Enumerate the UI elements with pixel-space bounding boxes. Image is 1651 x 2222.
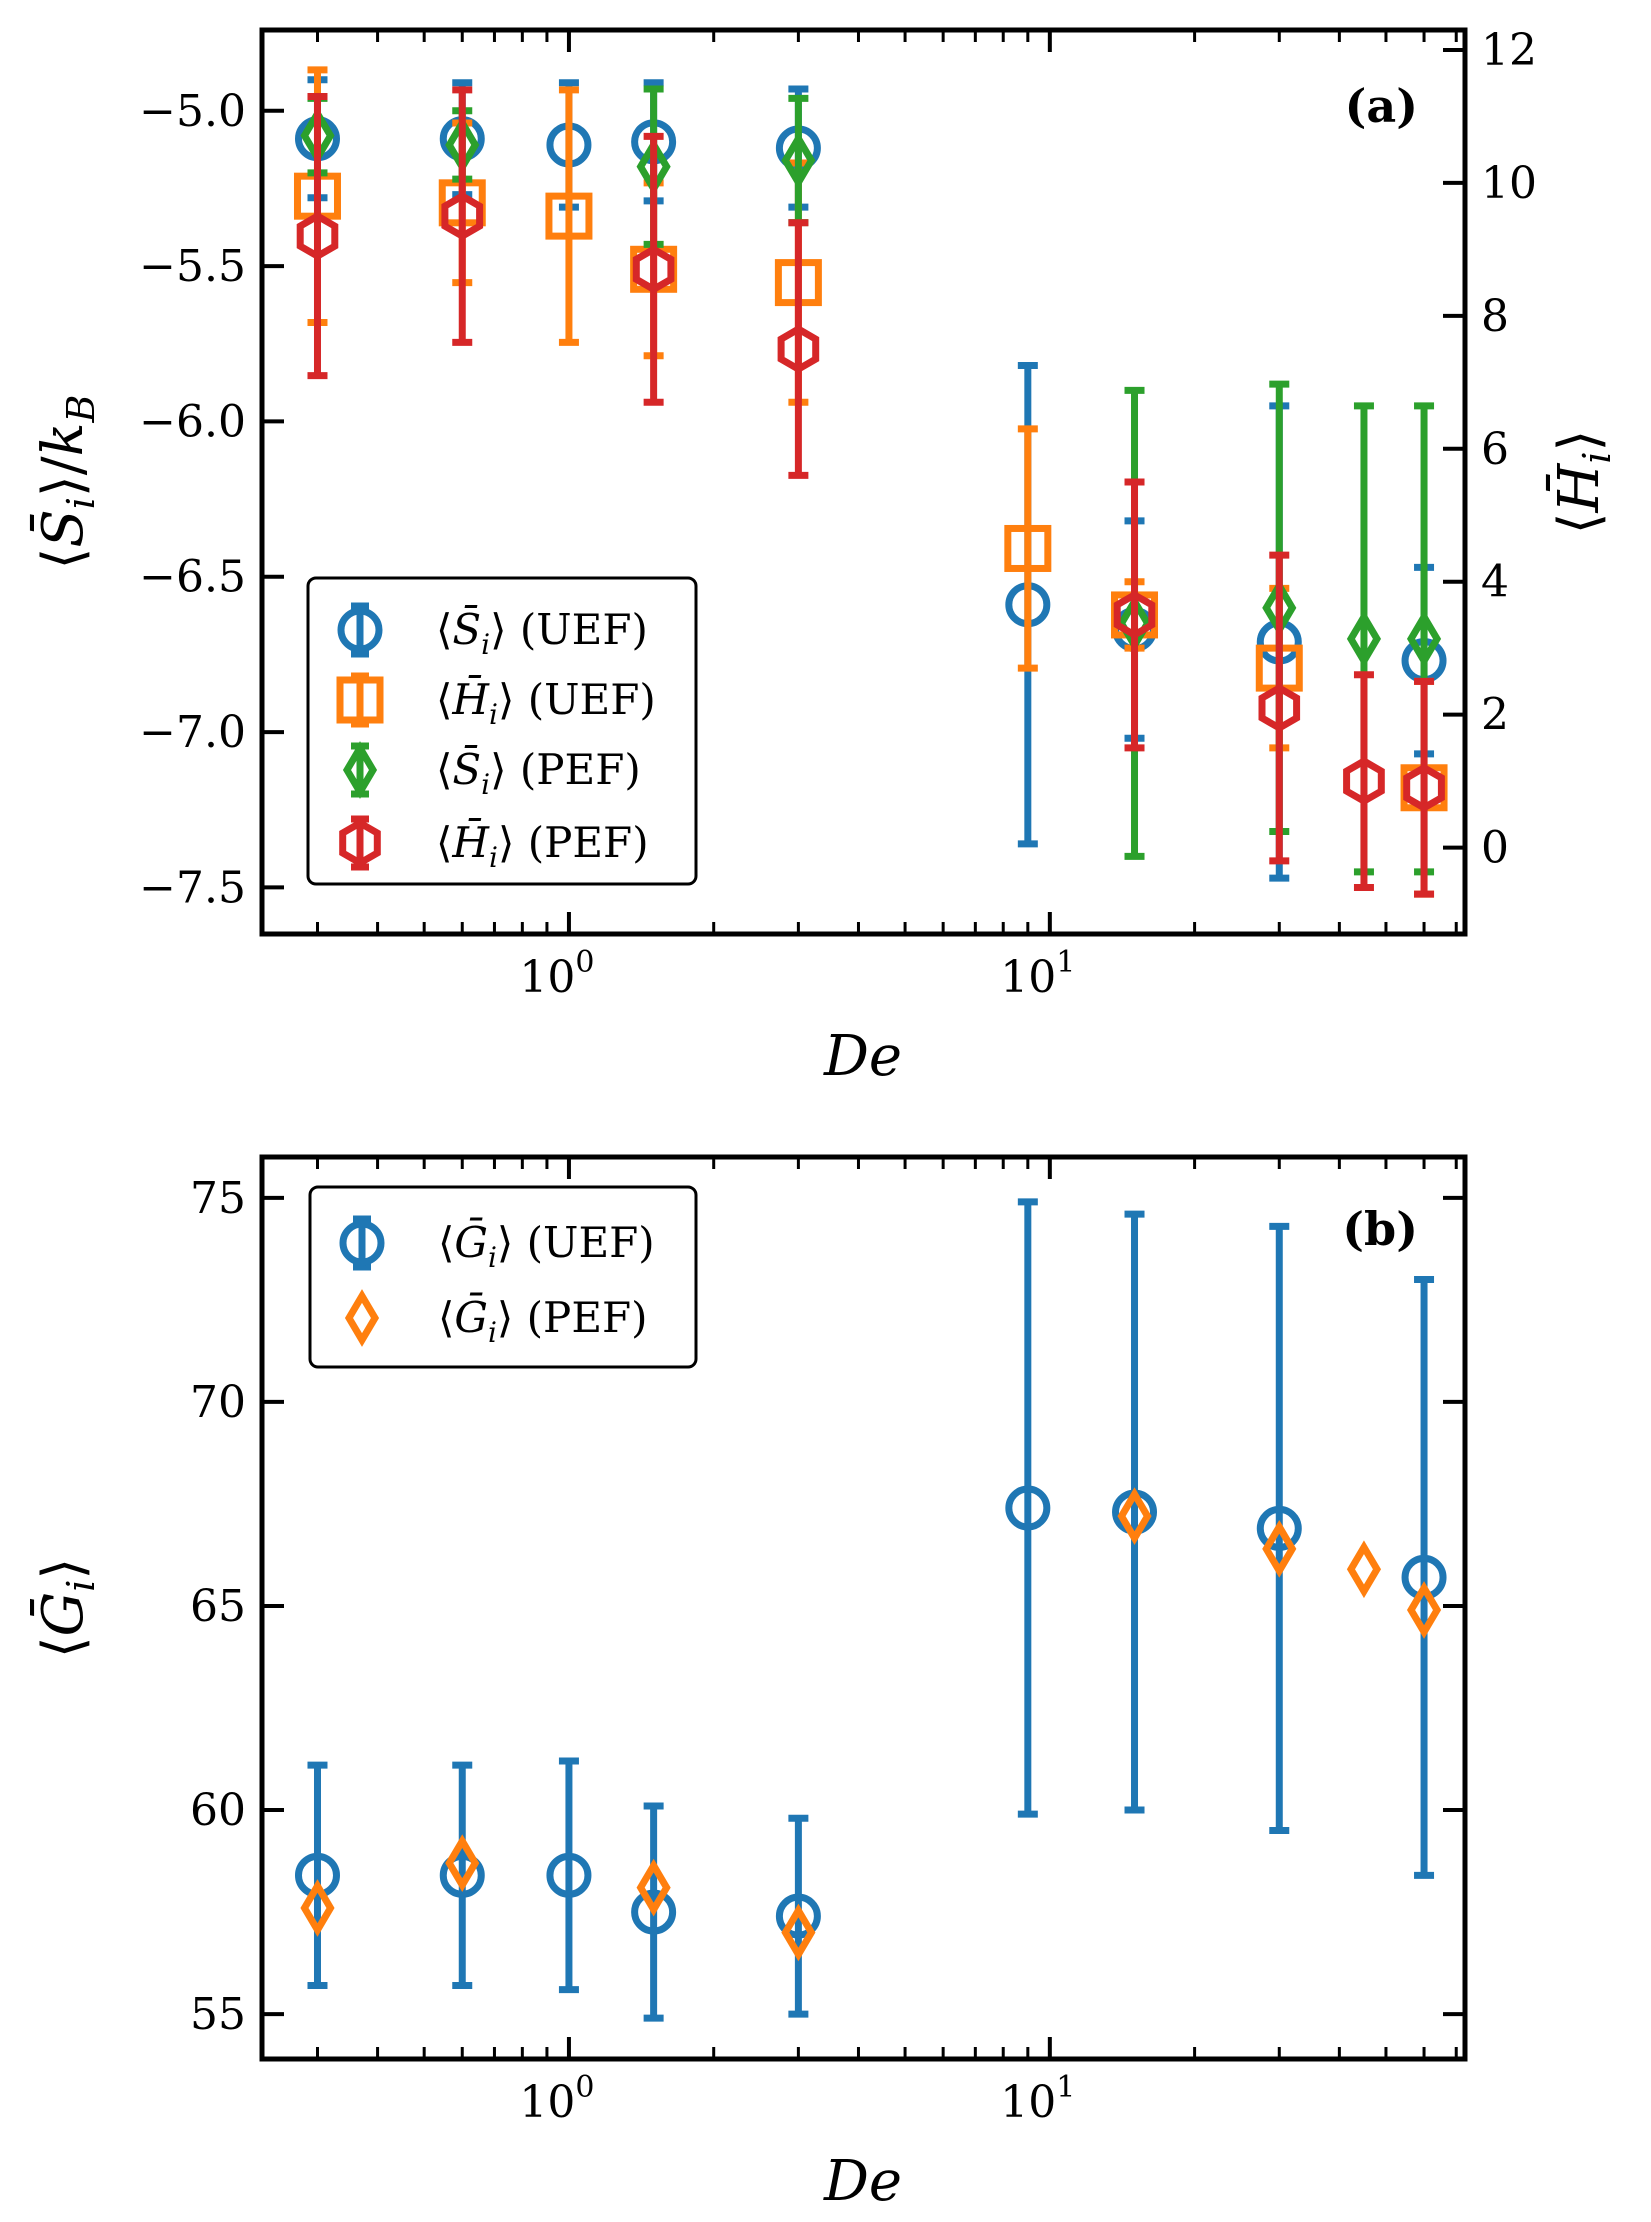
panel-b-ylabel-left: ⟨Ḡi⟩ (30, 1558, 103, 1659)
panel-a-xlabel: De (823, 1024, 902, 1089)
legend-frame (308, 1185, 698, 1369)
legend-entry-4: ⟨H̄i⟩ (PEF) (436, 816, 649, 874)
legend-entry-2: ⟨Ḡi⟩ (PEF) (438, 1291, 648, 1349)
y-left-tick-label: −5.5 (139, 241, 246, 292)
y-left-tick-label: 55 (190, 1989, 246, 2040)
panel-b-marks (294, 1198, 1447, 2022)
legend-marker (336, 676, 384, 724)
panel-b-ticks: 55 60 65 70 75 100 101 (190, 1157, 1465, 2128)
legend-marker (339, 1220, 385, 1266)
data-point (546, 1852, 592, 1898)
y-left-tick-label: −7.5 (139, 862, 246, 913)
legend-marker (337, 607, 383, 653)
panel-a-ylabel-right: ⟨H̄i⟩ (1545, 430, 1619, 535)
data-point (1262, 1519, 1297, 1578)
y-left-tick-label: 65 (190, 1581, 246, 1632)
data-point (296, 212, 339, 261)
data-point (1004, 524, 1052, 572)
legend-entry-1: ⟨S̄i⟩ (UEF) (436, 603, 648, 661)
legend-a: ⟨S̄i⟩ (UEF) ⟨H̄i⟩ (UEF) ⟨S̄i⟩ (PEF) ⟨H̄i⟩ (… (306, 576, 698, 886)
y-left-tick-label: −5.0 (139, 86, 246, 137)
legend-frame (306, 576, 698, 886)
data-point (1401, 1554, 1447, 1600)
data-point (441, 192, 484, 241)
panel-b: 55 60 65 70 75 100 101 (b) ⟨Ḡi⟩ De ⟨Ḡi⟩ (UEF)… (30, 1154, 1468, 2214)
data-point (1406, 1581, 1442, 1639)
series-4 (296, 86, 1445, 898)
panel-b-label: (b) (1342, 1202, 1418, 1256)
legend-entry-3: ⟨S̄i⟩ (PEF) (436, 743, 641, 801)
y-left-tick-label: −7.0 (139, 707, 246, 758)
y-left-tick-label: −6.5 (139, 552, 246, 603)
data-point (636, 1858, 671, 1917)
legend-marker (342, 741, 378, 799)
panel-a-frame (259, 27, 1468, 937)
data-point (545, 192, 593, 240)
data-point (439, 1852, 485, 1898)
panel-a-ylabel-left: ⟨S̄i⟩/kB (29, 395, 103, 570)
series-2 (300, 1487, 1442, 1962)
x-tick-label: 100 (519, 945, 594, 1003)
data-point (1406, 609, 1442, 668)
panel-b-xlabel: De (823, 2149, 902, 2214)
data-point (1005, 1485, 1051, 1531)
y-right-tick-label: 4 (1481, 557, 1509, 608)
data-point (300, 1879, 335, 1937)
data-point (775, 1893, 821, 1939)
data-point (1403, 763, 1445, 812)
series-1 (294, 1198, 1447, 2022)
y-left-tick-label: 60 (190, 1785, 246, 1836)
data-point (1343, 757, 1385, 806)
x-tick-label: 101 (1000, 945, 1075, 1003)
data-point (631, 1889, 677, 1935)
legend-entry-1: ⟨Ḡi⟩ (UEF) (438, 1216, 655, 1274)
data-point (1346, 1540, 1382, 1599)
data-point (781, 131, 816, 190)
data-point (445, 1834, 480, 1892)
y-right-tick-label: 6 (1481, 424, 1509, 475)
y-left-tick-label: −6.0 (139, 396, 246, 447)
y-left-tick-label: 75 (190, 1173, 246, 1224)
x-tick-label: 101 (1000, 2070, 1075, 2128)
data-point (1117, 1487, 1152, 1546)
y-right-tick-label: 10 (1481, 158, 1537, 209)
data-point (1256, 1505, 1302, 1551)
data-point (1113, 590, 1156, 639)
data-point (781, 1903, 816, 1962)
data-point (777, 325, 820, 374)
x-tick-label: 100 (519, 2070, 594, 2128)
legend-b: ⟨Ḡi⟩ (UEF) ⟨Ḡi⟩ (PEF) (308, 1185, 698, 1369)
y-right-tick-label: 8 (1481, 291, 1509, 342)
panel-a-ticks: −5.0 −5.5 −6.0 −6.5 −7.0 −7.5 0 2 4 6 8 10 12 100 101 (139, 25, 1537, 1003)
legend-marker (344, 1289, 380, 1347)
panel-a-label: (a) (1345, 79, 1418, 133)
data-point (294, 1852, 340, 1898)
data-point (1258, 683, 1301, 733)
panel-b-frame (259, 1154, 1468, 2062)
y-right-tick-label: 12 (1481, 25, 1537, 76)
legend-marker (339, 818, 381, 868)
y-right-tick-label: 0 (1481, 823, 1509, 874)
data-point (632, 245, 675, 294)
data-point (1346, 609, 1382, 668)
legend-entry-2: ⟨H̄i⟩ (UEF) (436, 673, 656, 731)
y-right-tick-label: 2 (1481, 690, 1509, 741)
y-left-tick-label: 70 (190, 1377, 246, 1428)
panel-a-marks (293, 66, 1448, 898)
